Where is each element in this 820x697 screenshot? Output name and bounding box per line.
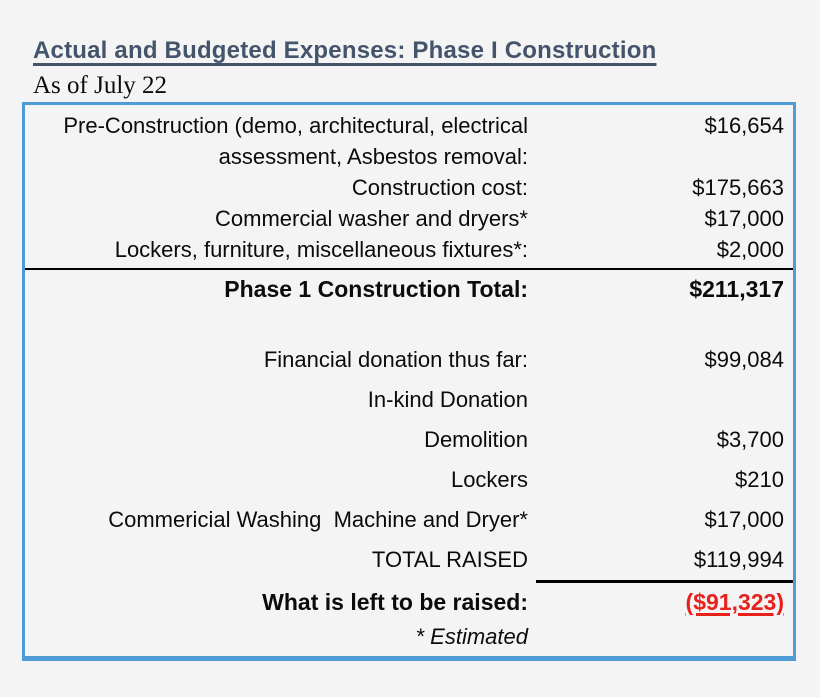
- row-label: Commercial washer and dryers*: [215, 206, 528, 231]
- blank-row: [25, 308, 793, 340]
- funding-section: Financial donation thus far: $99,084 In-…: [25, 340, 793, 580]
- row-value: $16,654: [704, 113, 784, 138]
- row-value: $2,000: [716, 237, 784, 262]
- row-label: In-kind Donation: [367, 387, 528, 412]
- table-row-lockers: Lockers $210: [25, 460, 793, 500]
- row-value: $17,000: [704, 507, 784, 532]
- row-label: Financial donation thus far:: [263, 347, 528, 372]
- amount-column-divider: [536, 580, 793, 583]
- row-label: TOTAL RAISED: [371, 547, 528, 572]
- as-of-date: As of July 22: [33, 72, 168, 99]
- remaining-value-negative: ($91,323): [685, 589, 784, 615]
- row-label: Construction cost:: [351, 175, 528, 200]
- row-label: Demolition: [424, 427, 528, 452]
- row-value: $119,994: [693, 547, 784, 572]
- table-row-left-to-raise: What is left to be raised: ($91,323): [25, 583, 793, 621]
- estimated-footnote: * Estimated: [415, 624, 529, 649]
- expense-summary-table: Pre-Construction (demo, architectural, e…: [22, 102, 796, 661]
- total-value: $211,317: [689, 276, 784, 302]
- table-row-construction-cost: Construction cost: $175,663: [25, 172, 793, 203]
- table-row-preconstruction: Pre-Construction (demo, architectural, e…: [25, 110, 793, 172]
- table-row-total-raised: TOTAL RAISED $119,994: [25, 540, 793, 580]
- row-value: $175,663: [692, 175, 784, 200]
- table-row-phase1-total: Phase 1 Construction Total: $211,317: [25, 270, 793, 308]
- total-label: Phase 1 Construction Total:: [224, 276, 528, 302]
- section-divider: [25, 268, 793, 270]
- row-value: $3,700: [716, 427, 784, 452]
- row-label: Lockers, furniture, miscellaneous fixtur…: [114, 237, 528, 262]
- remaining-label: What is left to be raised:: [262, 589, 528, 615]
- table-row-washer-dryers: Commercial washer and dryers* $17,000: [25, 203, 793, 234]
- table-row-financial-donation: Financial donation thus far: $99,084: [25, 340, 793, 380]
- row-value: $17,000: [704, 206, 784, 231]
- table-row-footnote: * Estimated: [25, 621, 793, 652]
- table-row-demolition: Demolition $3,700: [25, 420, 793, 460]
- table-row-inkind-donation: In-kind Donation: [25, 380, 793, 420]
- table-row-lockers-fixtures: Lockers, furniture, miscellaneous fixtur…: [25, 234, 793, 265]
- row-value: $99,084: [704, 347, 784, 372]
- table-row-washing-machine: Commericial Washing Machine and Dryer* $…: [25, 500, 793, 540]
- page-title: Actual and Budgeted Expenses: Phase I Co…: [33, 37, 657, 64]
- row-label: Commericial Washing Machine and Dryer*: [108, 507, 528, 532]
- row-label: Lockers: [450, 467, 528, 492]
- row-label: Pre-Construction (demo, architectural, e…: [63, 113, 535, 169]
- row-value: $210: [735, 467, 784, 492]
